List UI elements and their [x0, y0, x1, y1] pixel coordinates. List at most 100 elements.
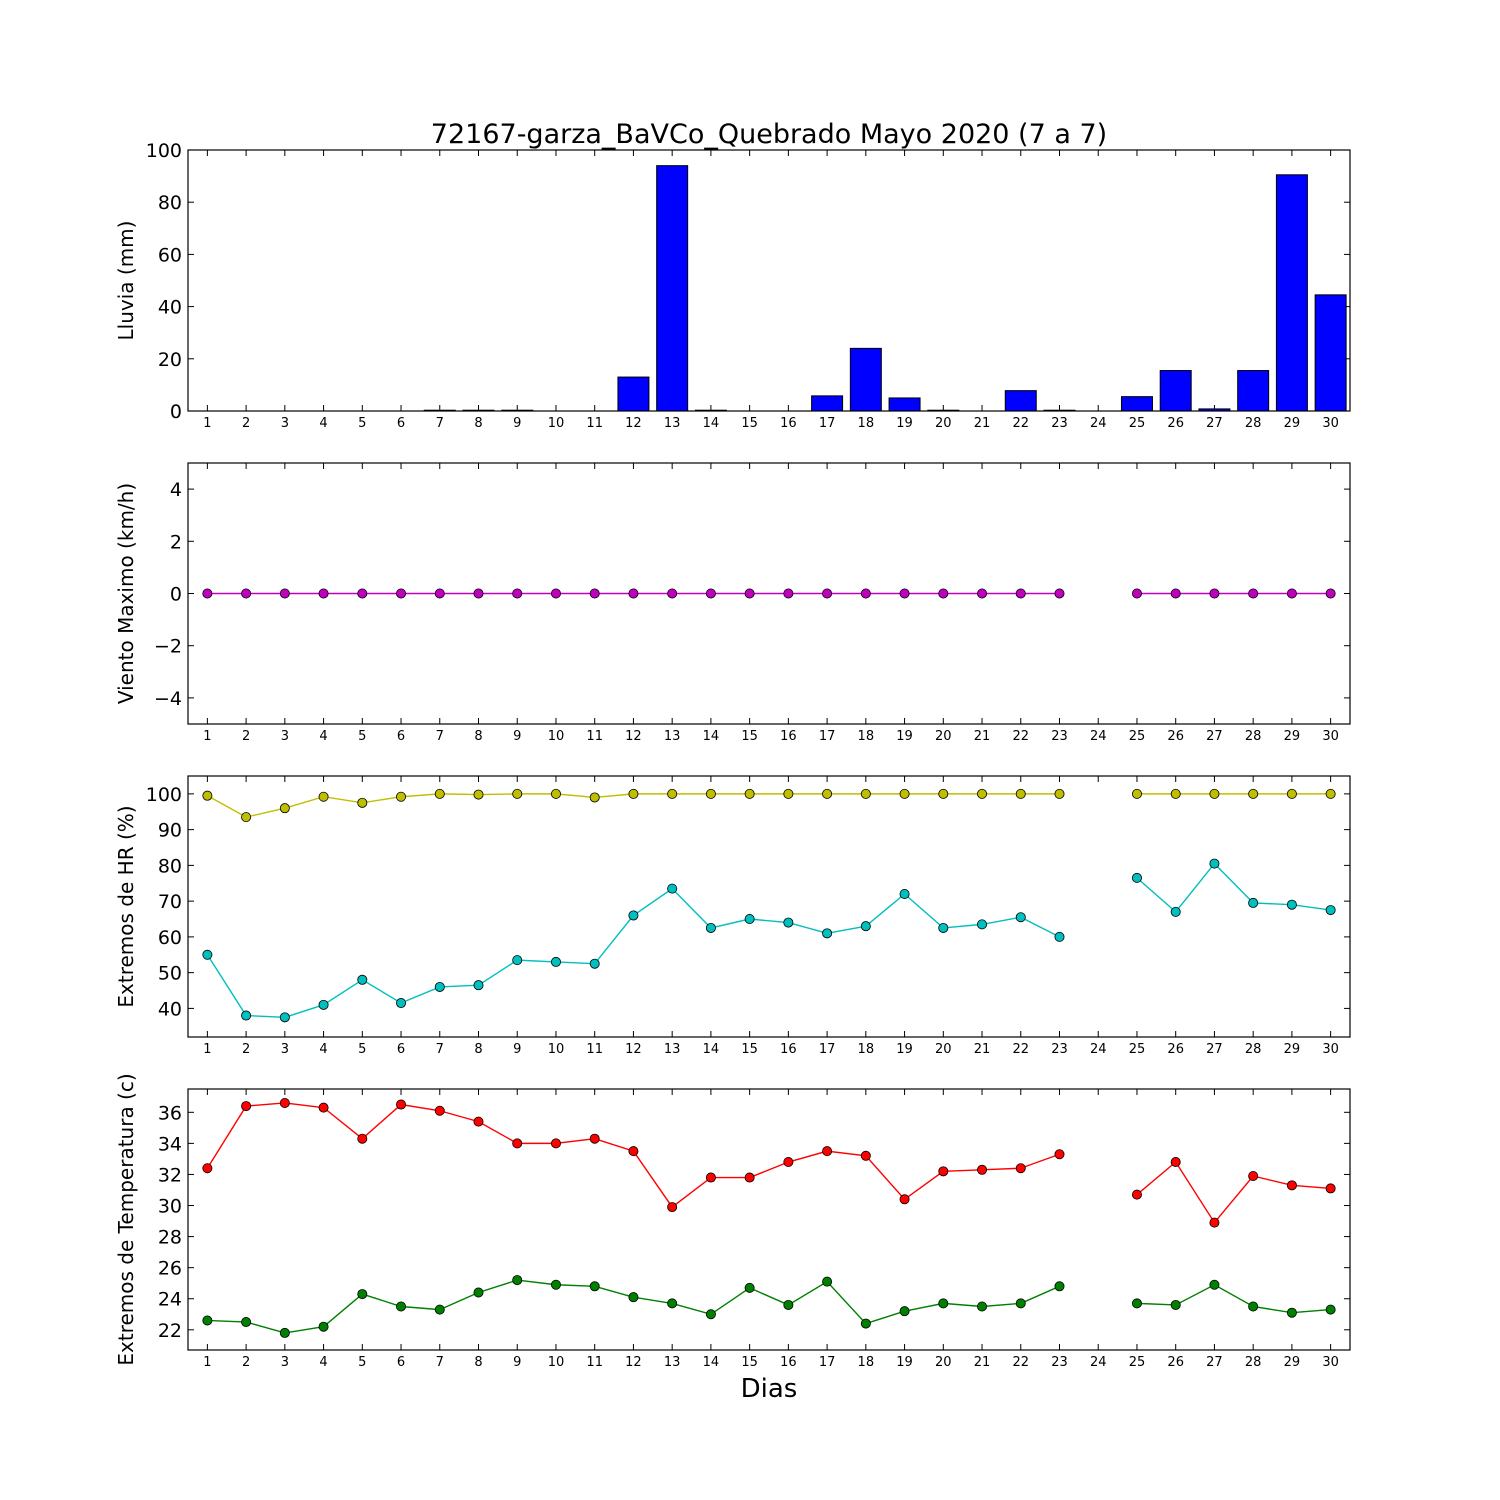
- x-tick-label: 30: [1322, 1355, 1339, 1370]
- x-tick-label: 20: [935, 416, 952, 431]
- y-axis-label: Viento Maximo (km/h): [114, 483, 138, 704]
- x-tick-label: 25: [1129, 1355, 1146, 1370]
- data-point: [279, 1012, 290, 1023]
- y-tick-label: 0: [170, 401, 182, 423]
- series-line: [1136, 1160, 1331, 1224]
- y-tick-label: 80: [158, 192, 182, 214]
- x-tick-label: 11: [586, 1042, 603, 1057]
- data-point: [667, 1298, 678, 1309]
- x-tick-label: 22: [1012, 729, 1029, 744]
- data-point: [1054, 1281, 1065, 1292]
- data-point: [202, 1163, 213, 1174]
- bar: [1275, 174, 1308, 412]
- data-point: [434, 1304, 445, 1315]
- data-point: [357, 974, 368, 985]
- x-tick-label: 3: [281, 729, 289, 744]
- x-tick-label: 30: [1322, 416, 1339, 431]
- data-point: [1286, 1180, 1297, 1191]
- x-tick-label: 9: [513, 416, 521, 431]
- data-point: [977, 588, 988, 599]
- x-tick-label: 6: [397, 1355, 405, 1370]
- data-point: [279, 1097, 290, 1108]
- x-tick-label: 1: [203, 416, 211, 431]
- data-point: [1209, 588, 1220, 599]
- data-point: [667, 588, 678, 599]
- data-point: [1054, 1149, 1065, 1160]
- data-point: [899, 788, 910, 799]
- data-point: [705, 922, 716, 933]
- data-point: [1170, 788, 1181, 799]
- data-point: [512, 1275, 523, 1286]
- y-tick-label: 28: [158, 1227, 182, 1249]
- x-tick-label: 4: [319, 729, 327, 744]
- bar: [1120, 396, 1153, 412]
- data-point: [357, 1289, 368, 1300]
- x-tick-label: 27: [1206, 729, 1223, 744]
- data-point: [744, 1282, 755, 1293]
- x-tick-label: 7: [436, 729, 444, 744]
- series-line: [206, 887, 1060, 1019]
- data-point: [628, 910, 639, 921]
- y-tick-label: 20: [158, 349, 182, 371]
- data-point: [899, 1306, 910, 1317]
- data-point: [1015, 588, 1026, 599]
- y-tick-label: 60: [158, 927, 182, 949]
- y-tick-label: 32: [158, 1164, 182, 1186]
- x-tick-label: 8: [474, 1355, 482, 1370]
- data-point: [899, 888, 910, 899]
- bar: [617, 376, 650, 412]
- x-tick-label: 20: [935, 1042, 952, 1057]
- data-point: [938, 922, 949, 933]
- x-tick-label: 9: [513, 729, 521, 744]
- x-tick-label: 9: [513, 1355, 521, 1370]
- data-point: [1209, 1279, 1220, 1290]
- x-tick-label: 1: [203, 1042, 211, 1057]
- x-tick-label: 23: [1051, 729, 1068, 744]
- x-tick-label: 11: [586, 1355, 603, 1370]
- data-point: [241, 1010, 252, 1021]
- y-tick-label: 50: [158, 963, 182, 985]
- x-tick-label: 24: [1090, 1355, 1107, 1370]
- x-tick-label: 25: [1129, 1042, 1146, 1057]
- data-point: [1015, 1298, 1026, 1309]
- data-point: [1248, 897, 1259, 908]
- data-point: [860, 788, 871, 799]
- x-tick-label: 24: [1090, 416, 1107, 431]
- x-tick-label: 10: [548, 1042, 565, 1057]
- data-point: [202, 949, 213, 960]
- x-tick-label: 4: [319, 416, 327, 431]
- x-tick-label: 7: [436, 1042, 444, 1057]
- x-tick-label: 5: [358, 1042, 366, 1057]
- data-point: [1325, 1304, 1336, 1315]
- x-tick-label: 16: [780, 729, 797, 744]
- data-point: [860, 1150, 871, 1161]
- data-point: [860, 588, 871, 599]
- axes-frame: [187, 1088, 1351, 1351]
- axes-frame: [187, 149, 1351, 412]
- data-point: [1054, 588, 1065, 599]
- x-tick-label: 8: [474, 416, 482, 431]
- x-tick-label: 2: [242, 1042, 250, 1057]
- x-tick-label: 18: [858, 729, 875, 744]
- data-point: [1325, 788, 1336, 799]
- data-point: [473, 588, 484, 599]
- x-tick-label: 29: [1284, 416, 1301, 431]
- data-point: [1131, 872, 1142, 883]
- x-tick-label: 25: [1129, 416, 1146, 431]
- x-tick-label: 9: [513, 1042, 521, 1057]
- x-tick-label: 29: [1284, 1042, 1301, 1057]
- y-axis-label: Lluvia (mm): [114, 221, 138, 341]
- x-tick-label: 14: [703, 729, 720, 744]
- x-tick-label: 20: [935, 1355, 952, 1370]
- x-tick-label: 6: [397, 416, 405, 431]
- data-point: [512, 788, 523, 799]
- x-tick-label: 25: [1129, 729, 1146, 744]
- x-tick-label: 11: [586, 416, 603, 431]
- x-tick-label: 23: [1051, 1042, 1068, 1057]
- x-tick-label: 26: [1167, 729, 1184, 744]
- series-line: [207, 1279, 1060, 1334]
- x-tick-label: 21: [974, 1042, 991, 1057]
- data-point: [744, 788, 755, 799]
- x-tick-label: 13: [664, 729, 681, 744]
- axes-frame: [187, 462, 1351, 725]
